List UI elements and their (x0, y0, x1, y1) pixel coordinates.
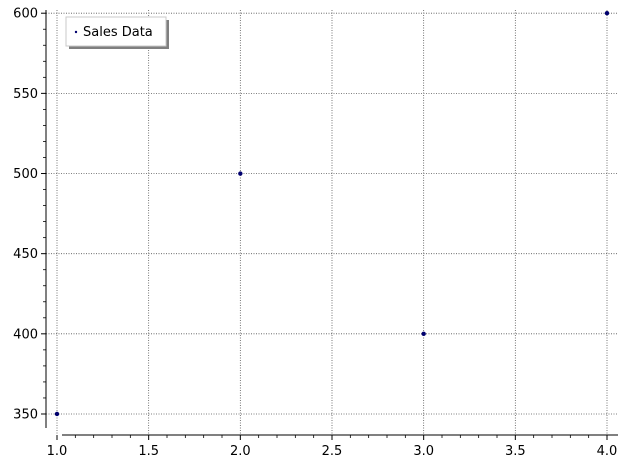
y-tick-label: 600 (13, 7, 38, 22)
data-point (604, 11, 610, 16)
x-tick-label: 1.5 (138, 444, 159, 459)
x-tick-label: 1.0 (47, 444, 68, 459)
y-tick-label: 550 (13, 87, 38, 102)
y-tick-label: 400 (13, 327, 38, 342)
x-tick-label: 3.5 (505, 444, 526, 459)
y-tick-label: 450 (13, 247, 38, 262)
x-tick-label: 2.0 (230, 444, 251, 459)
x-tick-label: 4.0 (597, 444, 618, 459)
legend-label: Sales Data (83, 25, 153, 40)
y-tick-label: 500 (13, 167, 38, 182)
x-tick-label: 2.5 (322, 444, 343, 459)
data-point (54, 411, 60, 417)
y-tick-label: 350 (13, 407, 38, 422)
legend-marker (74, 30, 78, 34)
data-point (238, 171, 243, 176)
data-point (421, 331, 426, 337)
x-tick-label: 3.0 (413, 444, 434, 459)
legend-box (65, 16, 167, 47)
